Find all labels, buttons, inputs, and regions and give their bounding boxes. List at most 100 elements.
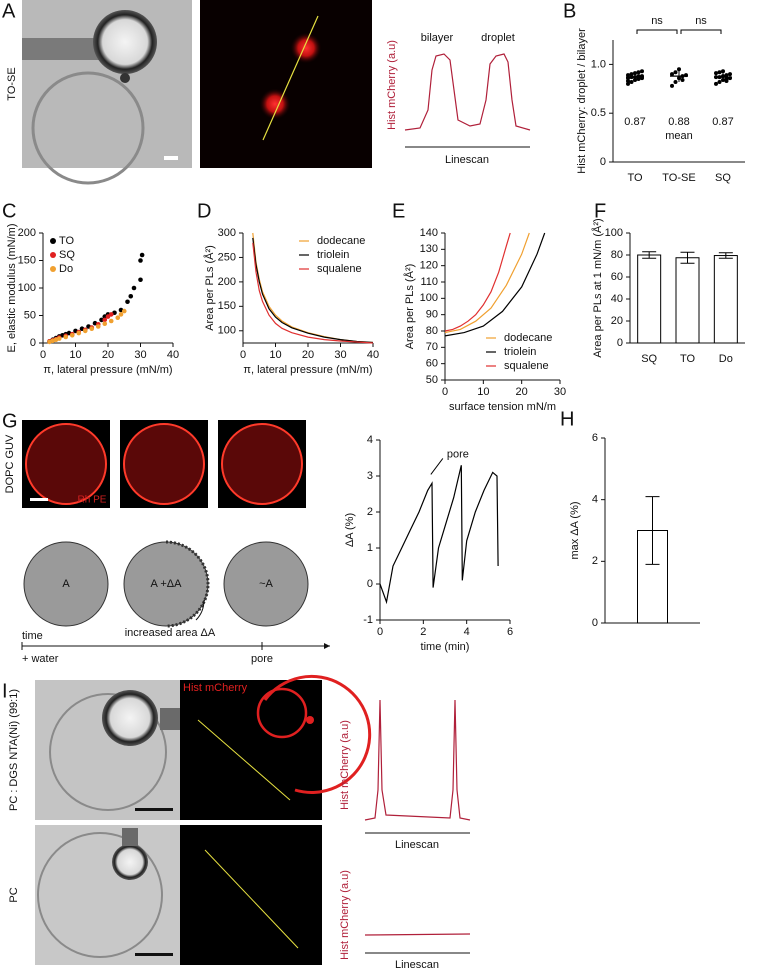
y-tick-label: 130 (420, 243, 438, 255)
x-axis-label: time (min) (421, 641, 470, 653)
point (102, 321, 108, 327)
y-tick-label: 70 (426, 341, 438, 353)
point (128, 293, 134, 299)
x-axis-label: π, lateral pressure (mN/m) (43, 364, 172, 376)
timeline-label: + water (22, 653, 59, 665)
y-axis-label: Area per PLs at 1 mN/m (Å²) (591, 218, 604, 357)
y-axis-label: Area per PLs (Å²) (403, 264, 416, 350)
significance-label: ns (695, 15, 707, 27)
y-tick-label: 4 (367, 434, 373, 446)
panel-label: G (2, 410, 18, 432)
state-label: A (62, 578, 70, 590)
y-tick-label: 0 (617, 337, 623, 349)
line (444, 232, 546, 337)
panel-label: H (560, 408, 574, 430)
point (626, 73, 630, 78)
point (717, 79, 722, 84)
y-tick-label: 250 (218, 251, 236, 263)
point (717, 70, 722, 75)
legend-label: triolein (504, 346, 536, 358)
y-tick-label: 0.5 (591, 107, 606, 119)
y-tick-label: 100 (18, 282, 36, 294)
annotation-arrow (430, 458, 444, 475)
point (629, 72, 634, 77)
y-tick-label: 40 (611, 293, 623, 305)
point (108, 312, 114, 317)
fluorescence-image (180, 675, 372, 820)
y-axis-label: Area per PLs (Å²) (203, 245, 216, 331)
y-tick-label: 0 (600, 156, 606, 168)
x-tick-label: 0 (377, 626, 383, 638)
bar (713, 255, 738, 344)
timeline-label: time (22, 630, 43, 642)
brightfield-image (22, 0, 192, 185)
line (252, 237, 374, 344)
y-tick-label: 0 (30, 337, 36, 349)
y-axis-label: E, elastic modulus (mN/m) (6, 224, 18, 353)
y-tick-label: -1 (363, 614, 373, 626)
legend-label: squalene (317, 263, 362, 275)
error-bar (680, 251, 695, 264)
point (63, 334, 69, 340)
row-label: PC : DGS NTA(Ni) (99:1) (8, 689, 20, 811)
point (673, 70, 678, 75)
x-tick-label: 2 (420, 626, 426, 638)
y-tick-label: 3 (367, 470, 373, 482)
point (636, 77, 641, 82)
peak-label: droplet (481, 32, 515, 44)
channel-label: Hist mCherry (183, 682, 248, 694)
y-tick-label: 80 (426, 325, 438, 337)
timeline-label: pore (251, 653, 273, 665)
mean-value-label: 0.87 (624, 116, 645, 128)
point (673, 79, 678, 84)
point (82, 328, 88, 334)
point (125, 299, 130, 305)
legend-label: dodecane (317, 235, 365, 247)
point (670, 83, 674, 88)
panel-label: I (2, 680, 8, 702)
bar (637, 254, 662, 344)
y-tick-label: 140 (420, 227, 438, 239)
line (444, 232, 530, 334)
legend-label: TO (59, 235, 75, 247)
panel-label: A (2, 0, 16, 22)
bracket (680, 29, 722, 34)
x-tick-label: Do (719, 353, 733, 365)
panel-label: F (594, 200, 606, 222)
x-tick-label: SQ (641, 353, 657, 365)
x-axis-label: π, lateral pressure (mN/m) (243, 364, 372, 376)
bar (675, 257, 700, 344)
point (89, 326, 95, 332)
point (95, 324, 101, 329)
linescan-profile (404, 53, 531, 131)
error-bar (645, 496, 660, 565)
profile-y-label: Hist mCherry (a.u) (339, 720, 351, 810)
fluorescence-image (180, 825, 322, 965)
x-tick-label: 30 (554, 386, 566, 398)
point (629, 79, 634, 84)
y-tick-label: 0 (367, 578, 373, 590)
y-axis-label: ΔA (%) (344, 513, 356, 547)
point (118, 312, 124, 317)
row-label: TO-SE (6, 67, 18, 100)
profile-x-label: Linescan (395, 959, 439, 971)
row-label: DOPC GUV (4, 434, 16, 493)
y-tick-label: 150 (18, 254, 36, 266)
point (640, 69, 644, 74)
panel-label: B (563, 0, 576, 22)
y-tick-label: 100 (420, 292, 438, 304)
y-tick-label: 50 (24, 309, 36, 321)
y-tick-label: 60 (611, 271, 623, 283)
brightfield-image (35, 825, 180, 965)
point (76, 330, 82, 336)
legend-label: triolein (317, 249, 349, 261)
point (56, 336, 62, 341)
x-tick-label: 20 (516, 386, 528, 398)
x-tick-label: 20 (302, 349, 314, 361)
brightfield-image (35, 680, 180, 820)
point (105, 314, 111, 319)
y-tick-label: 200 (218, 276, 236, 288)
x-tick-label: 30 (334, 349, 346, 361)
error-bar (718, 252, 733, 259)
